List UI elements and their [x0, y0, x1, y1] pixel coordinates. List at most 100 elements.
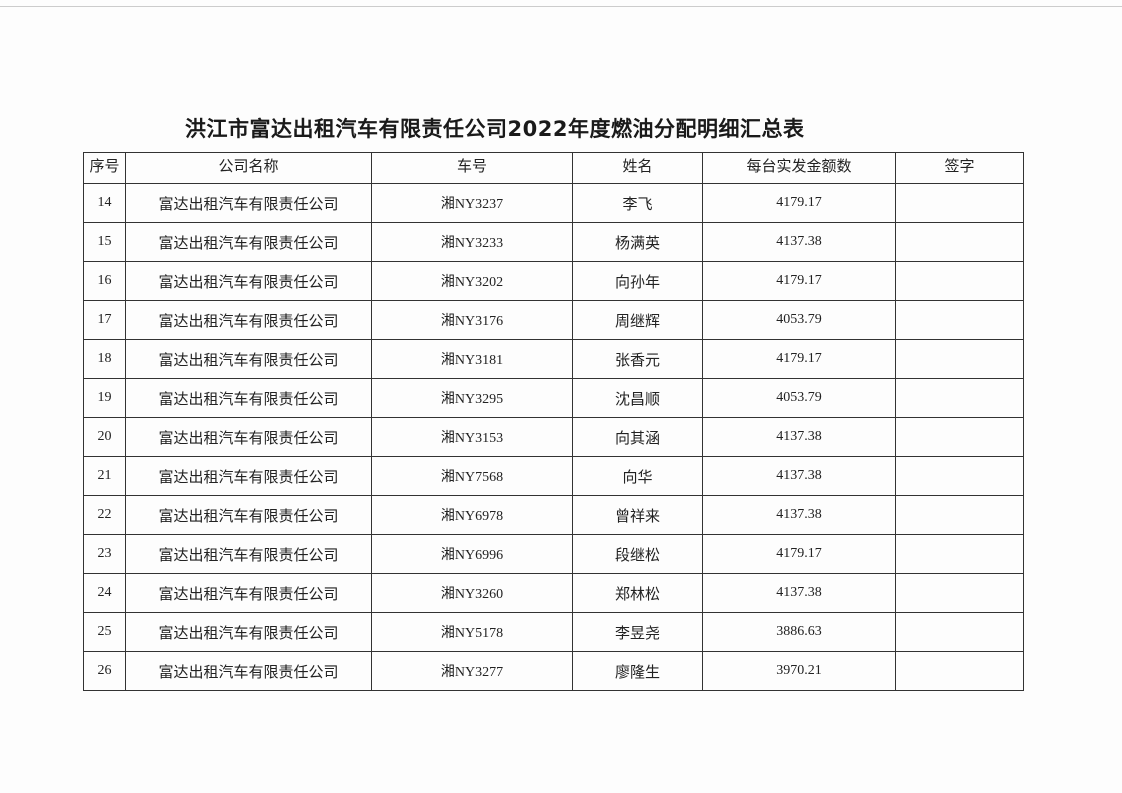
cell-no: 18 — [83, 339, 126, 379]
cell-no: 25 — [83, 612, 126, 652]
cell-plate: 湘NY3176 — [371, 300, 573, 340]
table-row: 21 富达出租汽车有限责任公司 湘NY7568 向华 4137.38 — [83, 456, 1024, 496]
cell-amount: 4053.79 — [702, 300, 896, 340]
cell-name: 郑林松 — [572, 573, 703, 613]
header-name: 姓名 — [572, 152, 703, 184]
cell-no: 19 — [83, 378, 126, 418]
table-row: 26 富达出租汽车有限责任公司 湘NY3277 廖隆生 3970.21 — [83, 651, 1024, 691]
table-row: 16 富达出租汽车有限责任公司 湘NY3202 向孙年 4179.17 — [83, 261, 1024, 301]
table-row: 23 富达出租汽车有限责任公司 湘NY6996 段继松 4179.17 — [83, 534, 1024, 574]
cell-no: 24 — [83, 573, 126, 613]
cell-no: 23 — [83, 534, 126, 574]
cell-name: 曾祥来 — [572, 495, 703, 535]
cell-plate: 湘NY6996 — [371, 534, 573, 574]
cell-amount: 4137.38 — [702, 495, 896, 535]
cell-plate: 湘NY3277 — [371, 651, 573, 691]
cell-amount: 4179.17 — [702, 534, 896, 574]
cell-signature — [895, 183, 1024, 223]
cell-signature — [895, 534, 1024, 574]
cell-company: 富达出租汽车有限责任公司 — [125, 339, 372, 379]
cell-signature — [895, 495, 1024, 535]
table-row: 15 富达出租汽车有限责任公司 湘NY3233 杨满英 4137.38 — [83, 222, 1024, 262]
cell-signature — [895, 651, 1024, 691]
fuel-distribution-table: 序号 公司名称 车号 姓名 每台实发金额数 签字 14 富达出租汽车有限责任公司湘… — [83, 152, 1024, 691]
cell-amount: 3970.21 — [702, 651, 896, 691]
cell-amount: 4137.38 — [702, 417, 896, 457]
cell-no: 26 — [83, 651, 126, 691]
cell-company: 富达出租汽车有限责任公司 — [125, 417, 372, 457]
table-row: 20 富达出租汽车有限责任公司 湘NY3153 向其涵 4137.38 — [83, 417, 1024, 457]
cell-signature — [895, 573, 1024, 613]
cell-company: 富达出租汽车有限责任公司 — [125, 495, 372, 535]
cell-company: 富达出租汽车有限责任公司 — [125, 222, 372, 262]
cell-amount: 4137.38 — [702, 573, 896, 613]
document-title: 洪江市富达出租汽车有限责任公司2022年度燃油分配明细汇总表 — [185, 117, 805, 141]
table-row: 25 富达出租汽车有限责任公司 湘NY5178 李昱尧 3886.63 — [83, 612, 1024, 652]
cell-company: 富达出租汽车有限责任公司 — [125, 261, 372, 301]
cell-plate: 湘NY5178 — [371, 612, 573, 652]
header-amount: 每台实发金额数 — [702, 152, 896, 184]
table-row: 19 富达出租汽车有限责任公司 湘NY3295 沈昌顺 4053.79 — [83, 378, 1024, 418]
cell-plate: 湘NY3295 — [371, 378, 573, 418]
cell-no: 21 — [83, 456, 126, 496]
cell-signature — [895, 261, 1024, 301]
table-row: 22 富达出租汽车有限责任公司 湘NY6978 曾祥来 4137.38 — [83, 495, 1024, 535]
table-row: 14 富达出租汽车有限责任公司 湘NY3237 李飞 4179.17 — [83, 183, 1024, 223]
cell-no: 14 — [83, 183, 126, 223]
cell-plate: 湘NY6978 — [371, 495, 573, 535]
table-row: 18 富达出租汽车有限责任公司 湘NY3181 张香元 4179.17 — [83, 339, 1024, 379]
cell-name: 李飞 — [572, 183, 703, 223]
cell-name: 向其涵 — [572, 417, 703, 457]
cell-plate: 湘NY7568 — [371, 456, 573, 496]
cell-amount: 4179.17 — [702, 261, 896, 301]
cell-name: 段继松 — [572, 534, 703, 574]
cell-name: 向华 — [572, 456, 703, 496]
cell-signature — [895, 300, 1024, 340]
cell-plate: 湘NY3237 — [371, 183, 573, 223]
cell-name: 周继辉 — [572, 300, 703, 340]
header-row: 序号 公司名称 车号 姓名 每台实发金额数 签字 — [83, 152, 1024, 184]
cell-company: 富达出租汽车有限责任公司 — [125, 300, 372, 340]
cell-no: 15 — [83, 222, 126, 262]
cell-amount: 4053.79 — [702, 378, 896, 418]
cell-amount: 4137.38 — [702, 222, 896, 262]
cell-plate: 湘NY3153 — [371, 417, 573, 457]
cell-plate: 湘NY3233 — [371, 222, 573, 262]
cell-plate: 湘NY3202 — [371, 261, 573, 301]
cell-amount: 4179.17 — [702, 183, 896, 223]
cell-no: 20 — [83, 417, 126, 457]
table-row: 24 富达出租汽车有限责任公司 湘NY3260 郑林松 4137.38 — [83, 573, 1024, 613]
cell-no: 16 — [83, 261, 126, 301]
cell-plate: 湘NY3260 — [371, 573, 573, 613]
cell-company: 富达出租汽车有限责任公司 — [125, 534, 372, 574]
header-no: 序号 — [83, 152, 126, 184]
cell-name: 沈昌顺 — [572, 378, 703, 418]
cell-company: 富达出租汽车有限责任公司 — [125, 183, 372, 223]
header-signature: 签字 — [895, 152, 1024, 184]
cell-name: 向孙年 — [572, 261, 703, 301]
cell-company: 富达出租汽车有限责任公司 — [125, 378, 372, 418]
cell-signature — [895, 417, 1024, 457]
cell-name: 李昱尧 — [572, 612, 703, 652]
cell-company: 富达出租汽车有限责任公司 — [125, 573, 372, 613]
cell-name: 杨满英 — [572, 222, 703, 262]
cell-company: 富达出租汽车有限责任公司 — [125, 456, 372, 496]
cell-name: 张香元 — [572, 339, 703, 379]
cell-signature — [895, 339, 1024, 379]
header-company: 公司名称 — [125, 152, 372, 184]
cell-amount: 4137.38 — [702, 456, 896, 496]
cell-company: 富达出租汽车有限责任公司 — [125, 612, 372, 652]
cell-signature — [895, 378, 1024, 418]
table-row: 17 富达出租汽车有限责任公司 湘NY3176 周继辉 4053.79 — [83, 300, 1024, 340]
cell-plate: 湘NY3181 — [371, 339, 573, 379]
cell-company: 富达出租汽车有限责任公司 — [125, 651, 372, 691]
cell-amount: 3886.63 — [702, 612, 896, 652]
cell-no: 22 — [83, 495, 126, 535]
cell-no: 17 — [83, 300, 126, 340]
cell-signature — [895, 612, 1024, 652]
cell-signature — [895, 456, 1024, 496]
cell-name: 廖隆生 — [572, 651, 703, 691]
cell-signature — [895, 222, 1024, 262]
cell-amount: 4179.17 — [702, 339, 896, 379]
page-edge — [0, 6, 1122, 7]
